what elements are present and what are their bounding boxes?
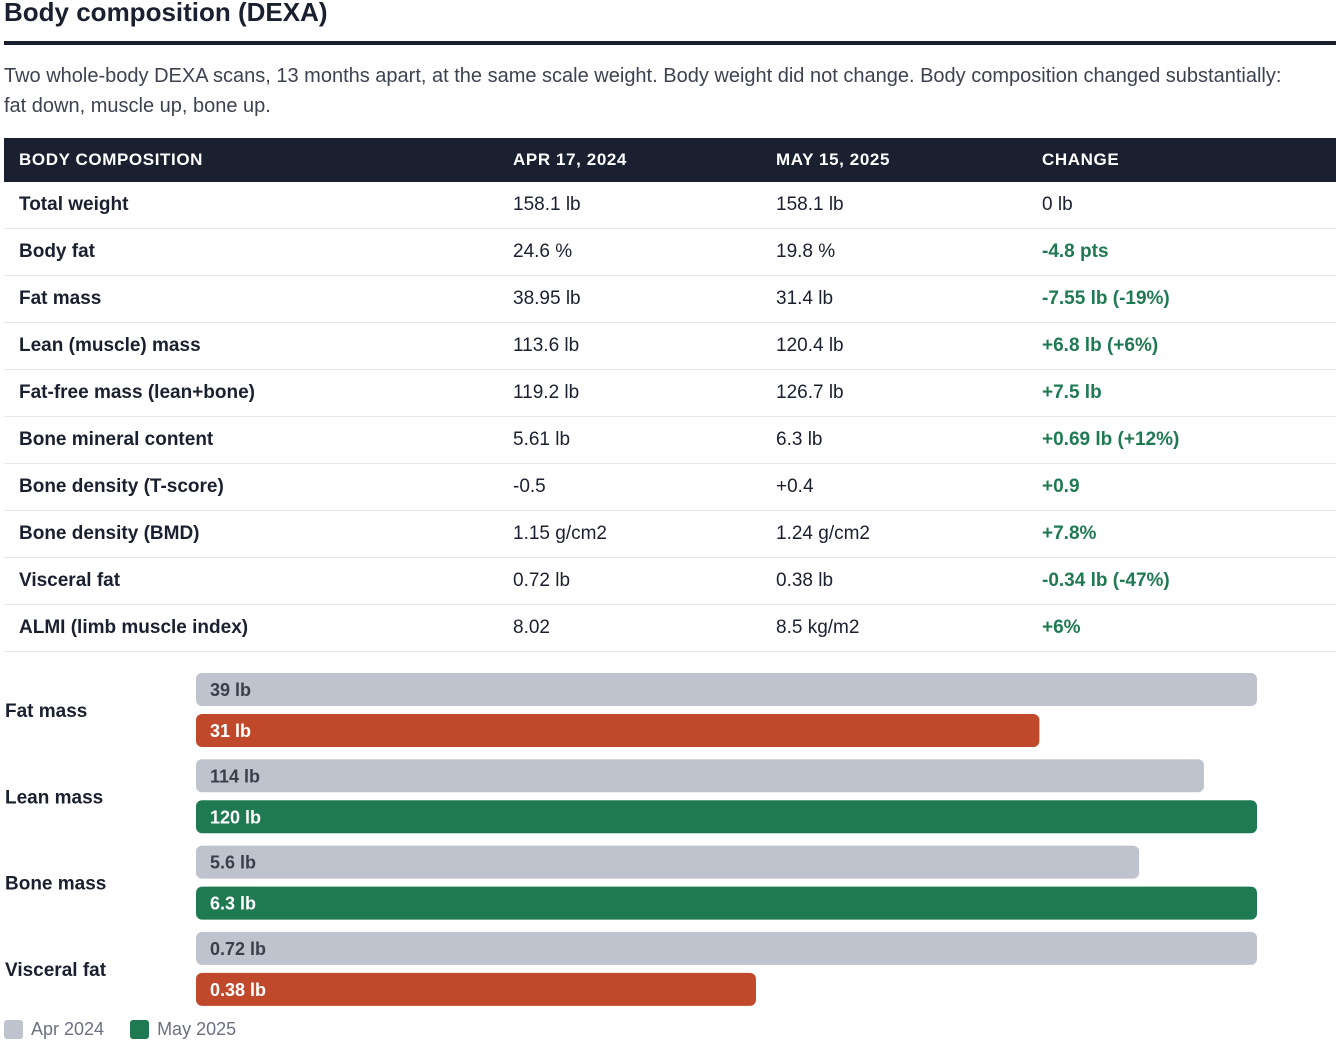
change-cell: -4.8 pts — [1027, 228, 1336, 276]
bar-label-fat-mass-may-2025: 31 lb — [210, 721, 251, 741]
change-cell: -7.55 lb (-19%) — [1027, 275, 1336, 323]
table-body: Total weight 158.1 lb 158.1 lb 0 lb Body fat… — [4, 182, 1336, 652]
legend-label-may-2025: May 2025 — [157, 1019, 237, 1039]
metric-cell: ALMI (limb muscle index) — [4, 604, 498, 652]
table-row: Bone mineral content 5.61 lb 6.3 lb +0.69 l… — [4, 416, 1336, 464]
may-2025-cell: 6.3 lb — [761, 416, 1027, 464]
bar-label-bone-mass-may-2025: 6.3 lb — [210, 894, 256, 914]
bar-lean-mass-may-2025 — [196, 800, 1257, 834]
apr-2024-cell: 158.1 lb — [498, 182, 761, 229]
change-cell: +0.69 lb (+12%) — [1027, 416, 1336, 464]
metric-cell: Bone density (T-score) — [4, 463, 498, 511]
table-row: Total weight 158.1 lb 158.1 lb 0 lb — [4, 182, 1336, 229]
bar-label-lean-mass-apr-2024: 114 lb — [210, 766, 260, 786]
change-cell: +6.8 lb (+6%) — [1027, 322, 1336, 370]
bar-fat-mass-may-2025 — [196, 714, 1040, 747]
column-header-may-2025: MAY 15, 2025 — [761, 138, 1027, 182]
legend-swatch-may-2025 — [130, 1020, 150, 1039]
column-header-change: CHANGE — [1027, 138, 1336, 182]
table-header: BODY COMPOSITION APR 17, 2024 MAY 15, 20… — [4, 138, 1336, 182]
category-label-lean-mass: Lean mass — [5, 787, 103, 808]
table-row: Body fat 24.6 % 19.8 % -4.8 pts — [4, 228, 1336, 276]
bar-fat-mass-apr-2024 — [196, 673, 1257, 706]
legend-item-may-2025: May 2025 — [130, 1019, 236, 1040]
table-row: Bone density (BMD) 1.15 g/cm2 1.24 g/cm2 +7… — [4, 510, 1336, 558]
bar-visceral-fat-may-2025 — [196, 972, 756, 1006]
may-2025-cell: +0.4 — [761, 463, 1027, 511]
may-2025-cell: 31.4 lb — [761, 275, 1027, 323]
may-2025-cell: 126.7 lb — [761, 369, 1027, 417]
metric-cell: Total weight — [4, 182, 498, 229]
apr-2024-cell: 119.2 lb — [498, 369, 761, 417]
apr-2024-cell: -0.5 — [498, 463, 761, 511]
bar-label-visceral-fat-apr-2024: 0.72 lb — [210, 939, 266, 959]
metric-cell: Lean (muscle) mass — [4, 322, 498, 370]
apr-2024-cell: 5.61 lb — [498, 416, 761, 464]
may-2025-cell: 120.4 lb — [761, 322, 1027, 370]
bar-label-visceral-fat-may-2025: 0.38 lb — [210, 980, 266, 1000]
table-row: Bone density (T-score) -0.5 +0.4 +0.9 — [4, 463, 1336, 511]
apr-2024-cell: 0.72 lb — [498, 557, 761, 605]
column-header-apr-2024: APR 17, 2024 — [498, 138, 761, 182]
may-2025-cell: 158.1 lb — [761, 182, 1027, 229]
title-rule — [4, 41, 1336, 45]
bar-label-fat-mass-apr-2024: 39 lb — [210, 680, 251, 700]
comparison-bar-chart: Fat mass 39 lb 31 lb Lean mass 114 lb 120 lb B… — [5, 673, 1257, 1006]
apr-2024-cell: 1.15 g/cm2 — [498, 510, 761, 558]
table-row: Fat-free mass (lean+bone) 119.2 lb 126.7 l… — [4, 369, 1336, 417]
table-row: Fat mass 38.95 lb 31.4 lb -7.55 lb (-19%) — [4, 275, 1336, 323]
table-row: Visceral fat 0.72 lb 0.38 lb -0.34 lb (-47%… — [4, 557, 1336, 605]
chart-legend: Apr 2024 May 2025 — [4, 1019, 262, 1040]
legend-item-apr-2024: Apr 2024 — [4, 1019, 104, 1040]
apr-2024-cell: 38.95 lb — [498, 275, 761, 323]
metric-cell: Visceral fat — [4, 557, 498, 605]
change-cell: +7.8% — [1027, 510, 1336, 558]
may-2025-cell: 19.8 % — [761, 228, 1027, 276]
page-subtitle: Two whole-body DEXA scans, 13 months apa… — [4, 65, 1282, 117]
bar-label-bone-mass-apr-2024: 5.6 lb — [210, 853, 256, 873]
change-cell: +0.9 — [1027, 463, 1336, 511]
page-title: Body composition (DEXA) — [4, 0, 328, 27]
legend-label-apr-2024: Apr 2024 — [31, 1019, 105, 1039]
bar-lean-mass-apr-2024 — [196, 759, 1204, 793]
metric-cell: Fat mass — [4, 275, 498, 323]
apr-2024-cell: 8.02 — [498, 604, 761, 652]
may-2025-cell: 8.5 kg/m2 — [761, 604, 1027, 652]
body-composition-table: BODY COMPOSITION APR 17, 2024 MAY 15, 20… — [4, 138, 1336, 652]
metric-cell: Bone mineral content — [4, 416, 498, 464]
bar-bone-mass-apr-2024 — [196, 845, 1140, 879]
table-row: Lean (muscle) mass 113.6 lb 120.4 lb +6.8 l… — [4, 322, 1336, 370]
legend-swatch-apr-2024 — [4, 1020, 23, 1039]
may-2025-cell: 0.38 lb — [761, 557, 1027, 605]
metric-cell: Body fat — [4, 228, 498, 276]
change-cell: +6% — [1027, 604, 1336, 652]
table-row: ALMI (limb muscle index) 8.02 8.5 kg/m2 +6% — [4, 604, 1336, 652]
may-2025-cell: 1.24 g/cm2 — [761, 510, 1027, 558]
change-cell: +7.5 lb — [1027, 369, 1336, 417]
column-header-metric: BODY COMPOSITION — [4, 138, 498, 182]
bar-label-lean-mass-may-2025: 120 lb — [210, 807, 261, 827]
apr-2024-cell: 24.6 % — [498, 228, 761, 276]
change-cell: -0.34 lb (-47%) — [1027, 557, 1336, 605]
metric-cell: Fat-free mass (lean+bone) — [4, 369, 498, 417]
category-label-fat-mass: Fat mass — [5, 701, 87, 722]
change-cell: 0 lb — [1027, 182, 1336, 229]
category-label-visceral-fat: Visceral fat — [5, 960, 107, 981]
bar-bone-mass-may-2025 — [196, 886, 1257, 920]
metric-cell: Bone density (BMD) — [4, 510, 498, 558]
category-label-bone-mass: Bone mass — [5, 874, 106, 895]
apr-2024-cell: 113.6 lb — [498, 322, 761, 370]
bar-visceral-fat-apr-2024 — [196, 931, 1257, 965]
